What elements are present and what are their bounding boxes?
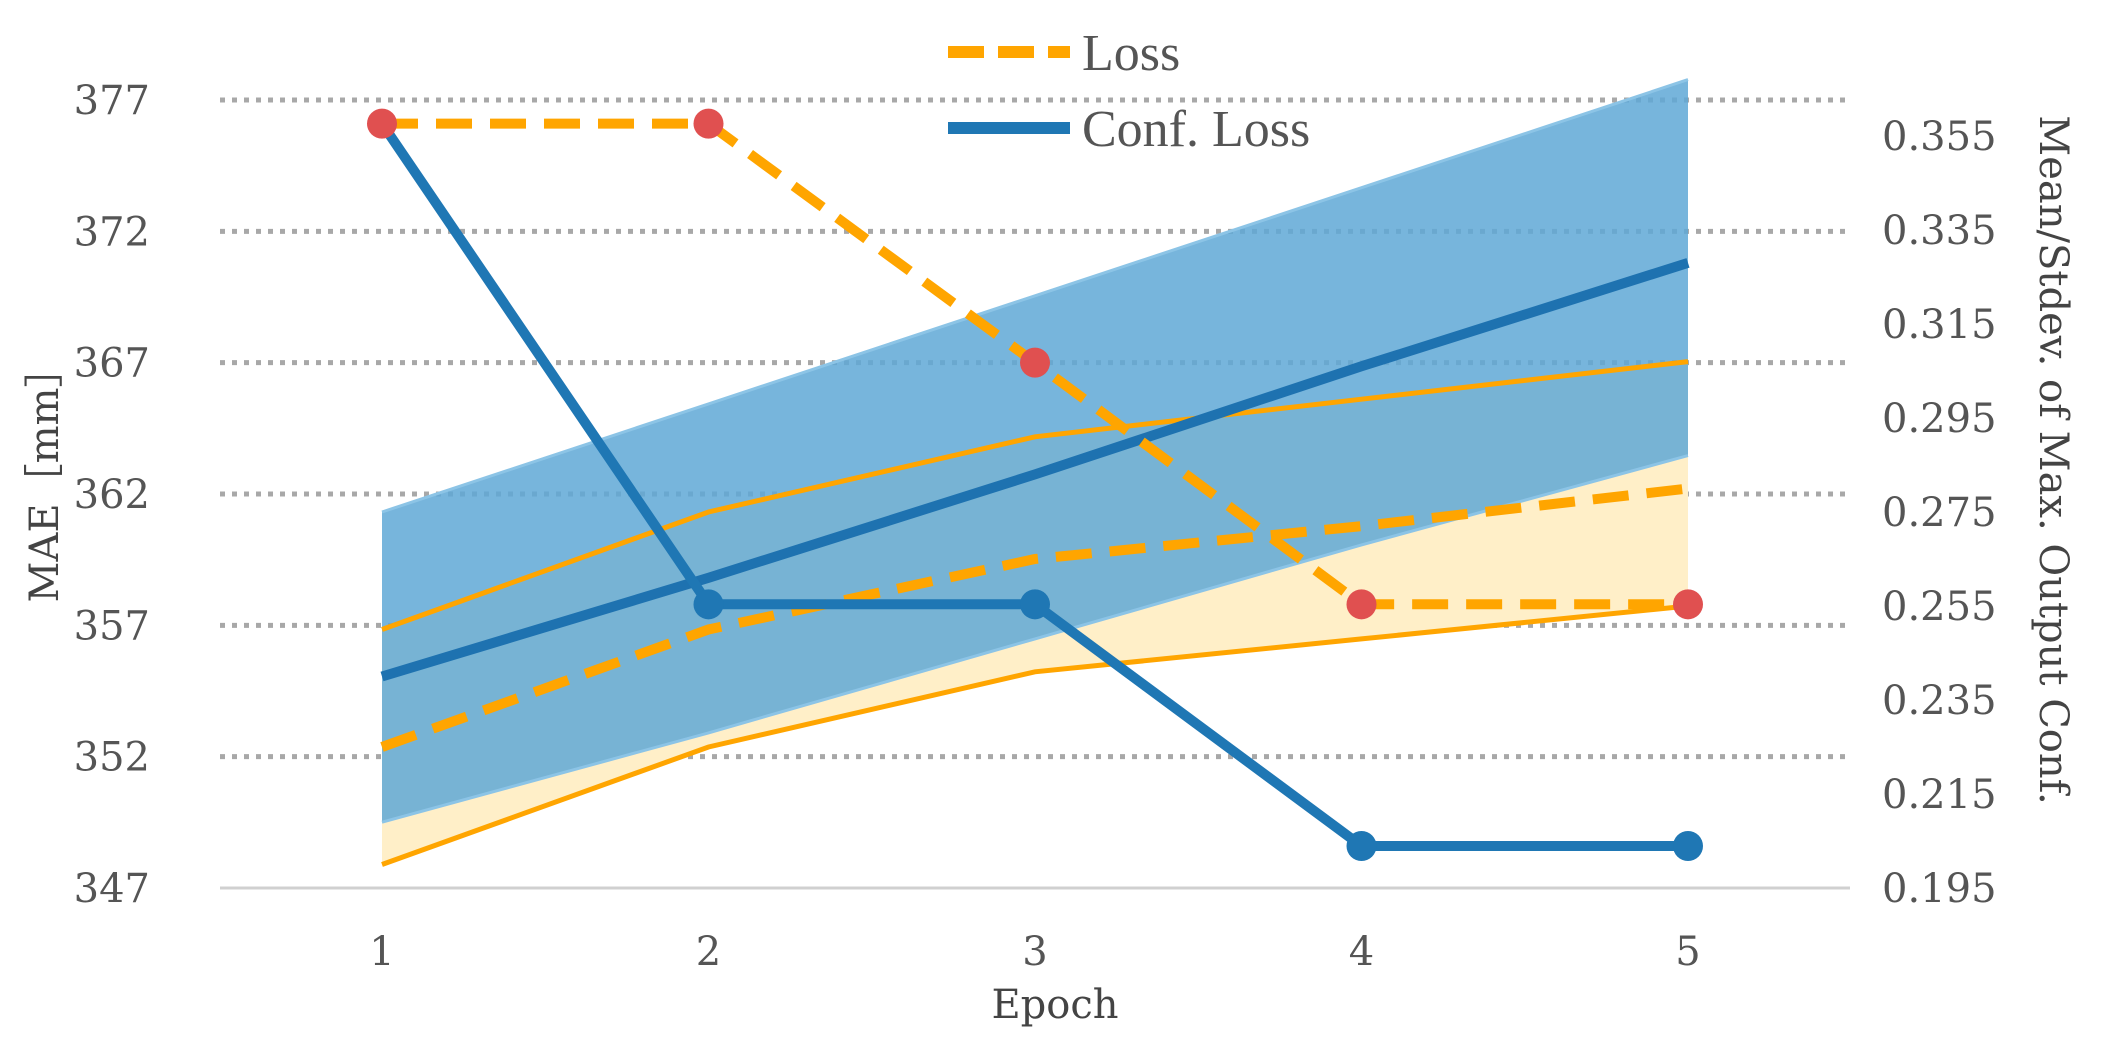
x-tick-label: 5 bbox=[1675, 929, 1700, 975]
legend-label-conf-loss: Conf. Loss bbox=[1082, 101, 1310, 158]
right-y-tick-label: 0.315 bbox=[1882, 302, 1997, 348]
left-y-tick-label: 372 bbox=[74, 209, 150, 255]
right-y-tick-label: 0.255 bbox=[1882, 584, 1997, 630]
left-y-tick-label: 377 bbox=[74, 78, 150, 124]
right-y-tick-label: 0.295 bbox=[1882, 396, 1997, 442]
conf-loss-marker bbox=[693, 589, 724, 620]
right-y-tick-label: 0.215 bbox=[1882, 772, 1997, 818]
conf-loss-confidence-mean-line bbox=[380, 258, 1690, 682]
x-tick-label: 4 bbox=[1349, 929, 1374, 975]
loss-confidence-upper-line bbox=[381, 359, 1689, 632]
tick-labels: 3473523573623673723770.1950.2150.2350.25… bbox=[74, 78, 1997, 975]
conf-loss-marker bbox=[1346, 830, 1377, 861]
loss-confidence-mean-line bbox=[380, 483, 1689, 752]
right-y-axis-title: Mean/Stdev. of Max. Output Conf. bbox=[2030, 115, 2076, 804]
conf-loss-band-lower-edge bbox=[381, 454, 1689, 824]
conf-loss-confidence-band bbox=[382, 79, 1688, 823]
left-y-tick-label: 347 bbox=[74, 866, 150, 912]
series-markers bbox=[367, 108, 1703, 861]
loss-marker bbox=[693, 108, 724, 139]
right-y-tick-label: 0.335 bbox=[1882, 208, 1997, 254]
right-y-tick-label: 0.195 bbox=[1882, 866, 1997, 912]
loss-confidence-lower-line bbox=[381, 603, 1689, 867]
x-tick-label: 2 bbox=[696, 929, 721, 975]
left-y-axis-title: MAE［mm］ bbox=[22, 348, 68, 603]
left-y-tick-label: 362 bbox=[74, 472, 150, 518]
right-y-tick-label: 0.355 bbox=[1882, 114, 1997, 160]
loss-marker bbox=[1346, 589, 1377, 620]
left-y-tick-label: 357 bbox=[74, 603, 150, 649]
legend: Loss Conf. Loss bbox=[948, 25, 1310, 158]
conf-loss-marker bbox=[1673, 830, 1703, 861]
x-tick-label: 1 bbox=[369, 929, 394, 975]
legend-label-loss: Loss bbox=[1082, 25, 1180, 82]
left-y-tick-label: 352 bbox=[74, 735, 150, 781]
loss-marker bbox=[367, 108, 397, 139]
right-y-tick-label: 0.235 bbox=[1882, 678, 1997, 724]
loss-marker bbox=[1020, 347, 1050, 378]
x-tick-label: 3 bbox=[1022, 929, 1047, 975]
left-y-tick-label: 367 bbox=[74, 341, 150, 387]
loss-marker bbox=[1673, 589, 1703, 620]
right-y-tick-label: 0.275 bbox=[1882, 490, 1997, 536]
conf-loss-marker bbox=[1020, 589, 1050, 620]
x-axis-title: Epoch bbox=[991, 982, 1118, 1028]
